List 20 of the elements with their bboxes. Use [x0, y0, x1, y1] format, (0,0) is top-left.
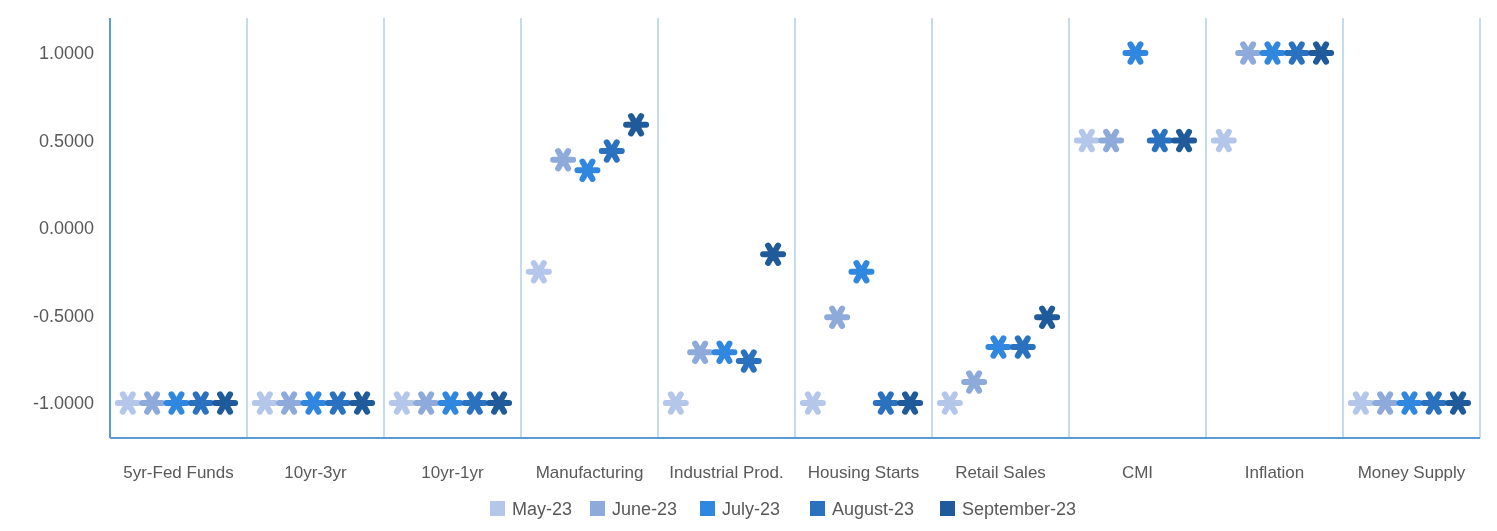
x-tick-label: 5yr-Fed Funds: [123, 463, 234, 482]
legend-label: September-23: [962, 499, 1077, 520]
x-tick-label: Industrial Prod.: [669, 463, 784, 482]
y-tick-label: -0.5000: [32, 305, 94, 326]
y-tick-label: 0.0000: [38, 218, 94, 239]
x-tick-label: 10yr-1yr: [421, 463, 485, 482]
legend-label: July-23: [722, 499, 781, 520]
legend-label: June-23: [612, 499, 678, 520]
x-tick-label: Housing Starts: [807, 463, 920, 482]
legend-label: May-23: [512, 499, 573, 520]
x-tick-label: CMI: [1121, 463, 1154, 482]
x-tick-label: Manufacturing: [535, 463, 644, 482]
x-tick-label: 10yr-3yr: [284, 463, 348, 482]
legend-label: August-23: [832, 499, 915, 520]
x-tick-label: Money Supply: [1357, 463, 1466, 482]
y-tick-label: 0.5000: [38, 130, 94, 151]
y-tick-label: 1.0000: [38, 43, 94, 64]
x-tick-label: Retail Sales: [955, 463, 1046, 482]
y-tick-label: -1.0000: [32, 393, 94, 414]
x-tick-label: Inflation: [1244, 463, 1305, 482]
